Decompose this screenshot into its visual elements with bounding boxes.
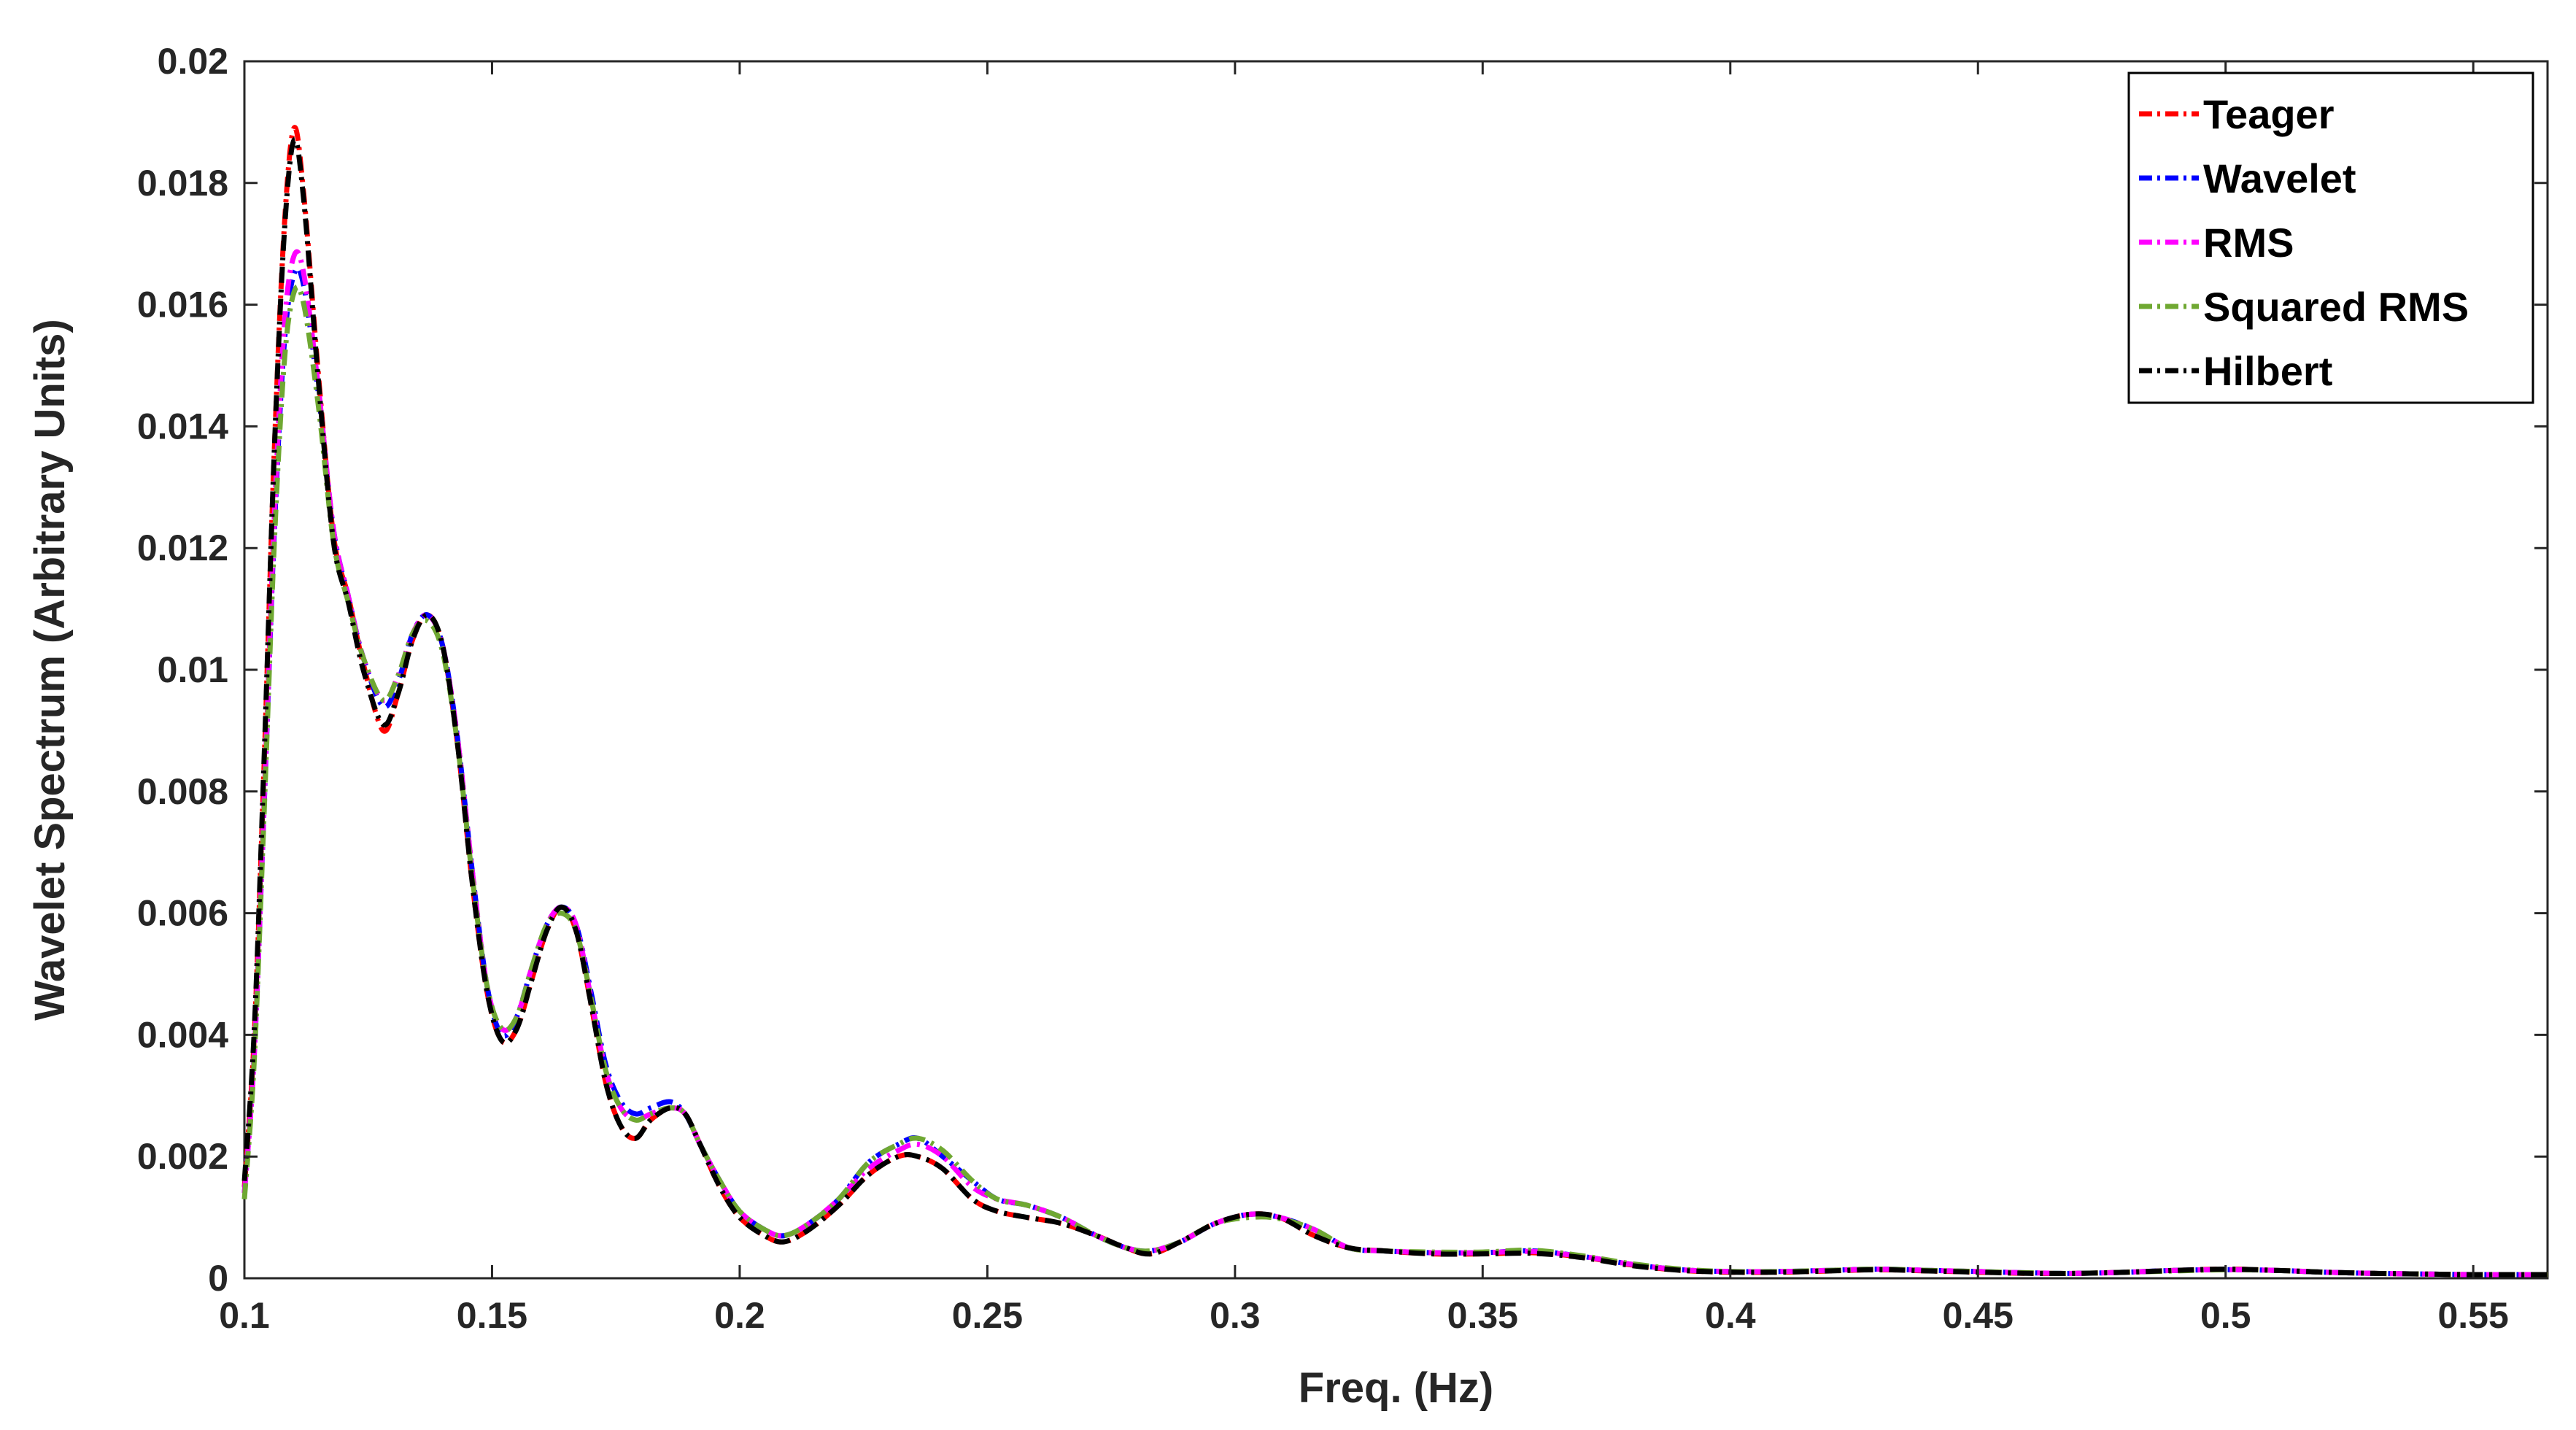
y-tick-label: 0.004 bbox=[137, 1014, 228, 1055]
legend: Teager Wavelet RMS Squared RMS Hilbert bbox=[2127, 72, 2534, 404]
x-tick-label: 0.4 bbox=[1705, 1295, 1756, 1336]
y-axis-title: Wavelet Spectrum (Arbitrary Units) bbox=[26, 319, 74, 1021]
y-tick-label: 0.016 bbox=[137, 285, 228, 325]
y-tick-label: 0.014 bbox=[137, 406, 228, 447]
legend-label-rms: RMS bbox=[2203, 220, 2294, 266]
x-axis-title: Freq. (Hz) bbox=[1299, 1364, 1493, 1412]
x-tick-label: 0.2 bbox=[714, 1295, 765, 1336]
x-tick-label: 0.1 bbox=[219, 1295, 270, 1336]
y-tick-label: 0.012 bbox=[137, 527, 228, 568]
legend-label-teager: Teager bbox=[2203, 91, 2334, 137]
x-tick-label: 0.55 bbox=[2437, 1295, 2508, 1336]
x-tick-label: 0.25 bbox=[952, 1295, 1023, 1336]
legend-label-squared-rms: Squared RMS bbox=[2203, 284, 2469, 330]
ticks-layer: 0.1 0.15 0.2 0.25 0.3 0.35 0.4 0.45 0.5 0.55 0 0.00… bbox=[137, 41, 2548, 1336]
legend-label-wavelet: Wavelet bbox=[2203, 155, 2356, 201]
legend-label-hilbert: Hilbert bbox=[2203, 348, 2332, 394]
y-tick-label: 0.01 bbox=[158, 649, 228, 690]
y-tick-label: 0.02 bbox=[158, 41, 228, 82]
series-line-hilbert bbox=[241, 136, 2548, 1278]
series-layer bbox=[241, 125, 2548, 1278]
y-tick-label: 0.018 bbox=[137, 163, 228, 204]
x-tick-label: 0.15 bbox=[457, 1295, 527, 1336]
y-tick-label: 0 bbox=[208, 1258, 228, 1299]
x-tick-label: 0.35 bbox=[1447, 1295, 1518, 1336]
y-tick-label: 0.008 bbox=[137, 771, 228, 812]
legend-box bbox=[2127, 72, 2534, 404]
y-tick-label: 0.002 bbox=[137, 1136, 228, 1177]
x-tick-label: 0.3 bbox=[1210, 1295, 1261, 1336]
x-tick-label: 0.5 bbox=[2200, 1295, 2251, 1336]
y-tick-label: 0.006 bbox=[137, 893, 228, 934]
x-tick-label: 0.45 bbox=[1943, 1295, 2014, 1336]
